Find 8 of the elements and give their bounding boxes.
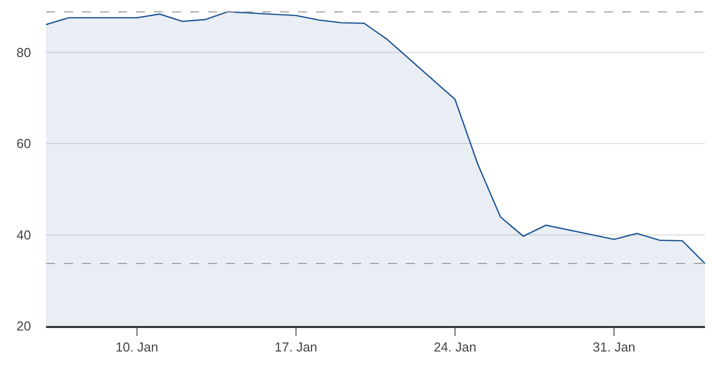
x-tick-label: 17. Jan: [274, 339, 318, 354]
x-tick-label: 31. Jan: [592, 339, 636, 354]
y-tick-label: 20: [16, 318, 31, 334]
y-tick-label: 60: [16, 136, 31, 152]
x-tick-label: 24. Jan: [434, 339, 476, 354]
y-tick-label: 40: [16, 227, 31, 242]
x-tick-label: 10. Jan: [116, 339, 158, 354]
y-tick-label: 80: [16, 44, 31, 60]
